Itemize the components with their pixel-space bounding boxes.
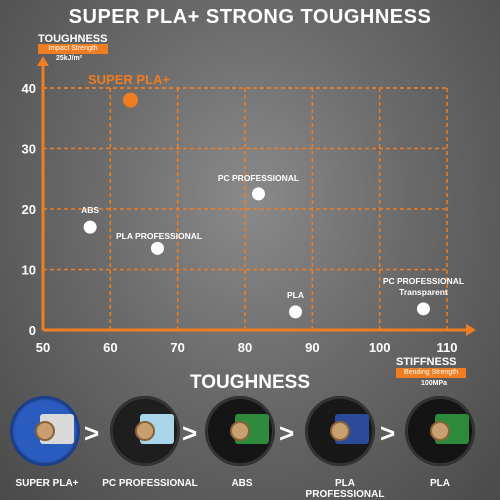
data-point bbox=[150, 241, 164, 255]
material-name: PLA bbox=[430, 478, 450, 489]
x-tick-label: 110 bbox=[437, 340, 458, 355]
data-label-line: PLA bbox=[287, 290, 304, 300]
y-tick-label: 10 bbox=[22, 263, 36, 278]
spool-hub-icon bbox=[135, 421, 155, 441]
black-spool-icon bbox=[405, 396, 475, 466]
data-point bbox=[251, 187, 265, 201]
spool-hub-icon bbox=[330, 421, 350, 441]
data-point-highlight bbox=[123, 92, 139, 108]
black-spool-icon bbox=[305, 396, 375, 466]
material-name: PLA PROFESSIONAL bbox=[305, 478, 385, 500]
x-axis-arrow bbox=[466, 324, 476, 336]
spool-hub-icon bbox=[230, 421, 250, 441]
data-label: ABS bbox=[81, 205, 99, 215]
spool-row: > > > > bbox=[0, 396, 500, 476]
data-label-highlight: SUPER PLA+ bbox=[88, 72, 170, 87]
x-axis-unit: 100MPa bbox=[421, 380, 448, 387]
x-tick-label: 90 bbox=[305, 340, 319, 355]
data-point bbox=[289, 305, 302, 319]
data-label: PC PROFESSIONAL bbox=[218, 173, 299, 183]
y-axis-label: TOUGHNESS bbox=[38, 33, 108, 45]
data-label: PC PROFESSIONAL Transparent bbox=[383, 276, 464, 297]
data-point bbox=[416, 302, 430, 316]
greater-than-icon: > bbox=[182, 418, 198, 448]
spool-hub-icon bbox=[35, 421, 55, 441]
y-axis-unit: 25kJ/m² bbox=[56, 55, 83, 62]
material-name: ABS bbox=[231, 478, 253, 489]
data-point bbox=[83, 220, 97, 234]
x-axis-label: STIFFNESS bbox=[396, 356, 457, 368]
data-label: PLA bbox=[287, 290, 304, 300]
data-label-line: PC PROFESSIONAL bbox=[383, 276, 464, 286]
black-spool-icon bbox=[110, 396, 180, 466]
x-tick-label: 100 bbox=[369, 340, 391, 355]
material-name: PC PROFESSIONAL bbox=[102, 478, 198, 489]
material-name: SUPER PLA+ bbox=[15, 478, 79, 489]
spool-hub-icon bbox=[430, 421, 450, 441]
data-label-line: Transparent bbox=[399, 287, 448, 297]
greater-than-icon: > bbox=[380, 418, 396, 448]
y-tick-label: 30 bbox=[22, 142, 36, 157]
y-tick-label: 20 bbox=[22, 202, 36, 217]
x-axis-sublabel: Bending Strength bbox=[396, 368, 466, 378]
data-label: PLA PROFESSIONAL bbox=[116, 231, 202, 241]
greater-than-icon: > bbox=[84, 418, 100, 448]
x-tick-label: 60 bbox=[103, 340, 117, 355]
x-tick-label: 80 bbox=[238, 340, 252, 355]
y-axis-sublabel: Impact Strength bbox=[38, 44, 108, 54]
data-label-line: PC PROFESSIONAL bbox=[218, 173, 299, 183]
y-tick-label: 0 bbox=[29, 323, 36, 338]
data-label-line: ABS bbox=[81, 205, 99, 215]
comparison-heading: TOUGHNESS bbox=[189, 372, 310, 393]
x-tick-label: 50 bbox=[36, 340, 50, 355]
data-label-line: PLA PROFESSIONAL bbox=[116, 231, 202, 241]
blue-spool-icon bbox=[10, 396, 80, 466]
page-title: SUPER PLA+ STRONG TOUGHNESS bbox=[68, 6, 432, 28]
y-tick-label: 40 bbox=[22, 81, 36, 96]
greater-than-icon: > bbox=[279, 418, 295, 448]
x-tick-label: 70 bbox=[170, 340, 184, 355]
y-axis-arrow bbox=[37, 56, 49, 66]
black-spool-icon bbox=[205, 396, 275, 466]
